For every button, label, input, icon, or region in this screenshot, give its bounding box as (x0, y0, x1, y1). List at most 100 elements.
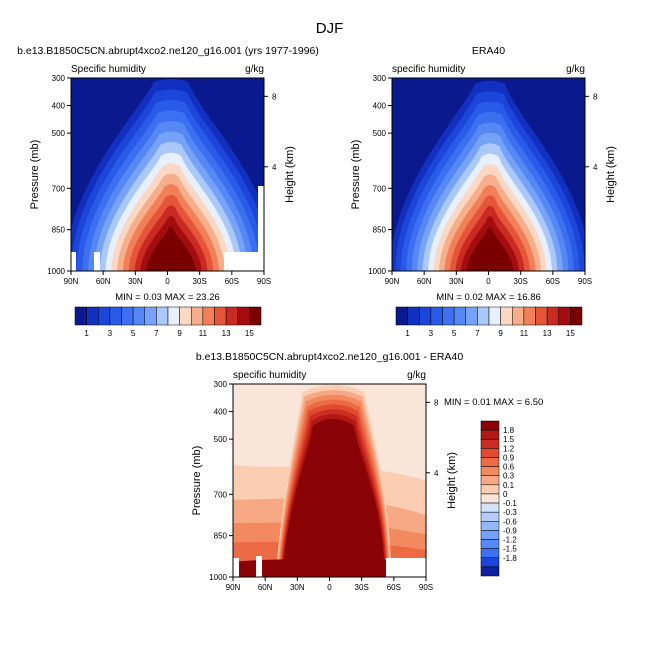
y-tick-label: 700 (52, 184, 66, 193)
missing-data-mask (233, 558, 239, 577)
colorbar-label: 7 (154, 329, 159, 338)
x-tick-label: 30N (128, 277, 143, 286)
contour-band (146, 226, 196, 271)
missing-data-mask (256, 556, 262, 577)
unit-label: g/kg (566, 64, 585, 75)
colorbar-box (480, 438, 500, 449)
panel-title: b.e13.B1850C5CN.abrupt4xco2.ne120_g16.00… (17, 45, 319, 57)
y2-tick-label: 8 (434, 398, 439, 407)
missing-data-masks (233, 556, 426, 577)
y-tick-label: 1000 (209, 573, 227, 582)
colorbar-box (546, 306, 559, 326)
colorbar-label: 1 (84, 329, 89, 338)
colorbar-label: -0.9 (503, 526, 517, 535)
colorbar-box (535, 306, 548, 326)
colorbar-box (480, 530, 500, 540)
colorbar-label: 0.9 (503, 453, 515, 462)
page-title: DJF (316, 20, 344, 37)
colorbar-label: -1.5 (503, 545, 517, 554)
y-tick-label: 1000 (368, 267, 386, 276)
colorbar-label: 9 (498, 329, 503, 338)
colorbar-box (453, 306, 466, 326)
colorbar-label: 13 (543, 329, 552, 338)
colorbar-label: -1.8 (503, 554, 517, 563)
x-tick-label: 60N (258, 583, 273, 592)
colorbar-label: 3 (429, 329, 434, 338)
min-max-label: MIN = 0.03 MAX = 23.26 (115, 292, 220, 303)
colorbar-box (480, 493, 500, 504)
colorbar-label: 0 (503, 490, 508, 499)
colorbar-box (480, 566, 500, 577)
colorbar-label: 1 (405, 329, 410, 338)
colorbar-box (121, 306, 134, 326)
missing-data-mask (71, 252, 76, 271)
colorbar-box (86, 306, 99, 326)
y2-tick-label: 4 (434, 469, 439, 478)
x-tick-label: 30N (449, 277, 464, 286)
unit-label: g/kg (245, 64, 264, 75)
colorbar-box (480, 466, 500, 476)
colorbar-box (558, 306, 571, 326)
contour-fills (71, 78, 264, 271)
colorbar-label: 5 (452, 329, 457, 338)
colorbar-box (570, 306, 583, 326)
colorbar-label: 0.1 (503, 481, 515, 490)
min-max-label: MIN = 0.02 MAX = 16.86 (436, 292, 541, 303)
colorbar-label: 5 (131, 329, 136, 338)
colorbar-box (480, 420, 500, 431)
y-tick-label: 300 (52, 74, 66, 83)
colorbar-box (98, 306, 111, 326)
colorbar-box (480, 429, 500, 440)
colorbar-label: -0.6 (503, 517, 517, 526)
panel-difference: b.e13.B1850C5CN.abrupt4xco2.ne120_g16.00… (191, 351, 543, 592)
contour-band (282, 418, 385, 577)
y2-tick-label: 4 (593, 163, 598, 172)
colorbar-box (237, 306, 250, 326)
x-tick-label: 30N (290, 583, 305, 592)
colorbar-label: -0.3 (503, 508, 517, 517)
colorbar-box (156, 306, 169, 326)
x-tick-label: 0 (486, 277, 491, 286)
x-tick-label: 30S (193, 277, 207, 286)
panel-model: b.e13.B1850C5CN.abrupt4xco2.ne120_g16.00… (17, 45, 319, 338)
colorbar-label: 13 (222, 329, 231, 338)
y-tick-label: 850 (373, 226, 387, 235)
colorbar-label: 0.6 (503, 463, 515, 472)
colorbar-box (480, 457, 500, 467)
colorbar-box (191, 306, 204, 326)
colorbar-label: -1.2 (503, 536, 517, 545)
x-tick-label: 90N (385, 277, 400, 286)
y-tick-label: 500 (52, 129, 66, 138)
contour-band (233, 558, 426, 577)
colorbar-box (465, 306, 478, 326)
x-tick-label: 60S (225, 277, 239, 286)
colorbar-label: 11 (199, 329, 208, 338)
x-tick-label: 30S (355, 583, 369, 592)
y2-tick-label: 8 (593, 92, 598, 101)
colorbar-box (523, 306, 536, 326)
x-tick-label: 90N (64, 277, 79, 286)
colorbar-box (395, 306, 408, 326)
colorbar-box (512, 306, 525, 326)
colorbar: 1 3 5 7 9 11 13 15 (395, 306, 583, 338)
panel-era40: ERA40 specific humidity g/kg 30040050070… (350, 45, 617, 338)
colorbar-box (442, 306, 455, 326)
colorbar-label: 11 (520, 329, 529, 338)
y2-tick-label: 4 (272, 163, 277, 172)
panel-title: b.e13.B1850C5CN.abrupt4xco2.ne120_g16.00… (196, 351, 464, 363)
x-tick-label: 60S (387, 583, 401, 592)
y-tick-label: 1000 (47, 267, 65, 276)
variable-label: specific humidity (392, 64, 465, 75)
colorbar: 1.81.51.20.90.60.30.10-0.1-0.3-0.6-0.9-1… (480, 420, 517, 577)
y-tick-label: 850 (52, 226, 66, 235)
variable-label: specific humidity (233, 370, 306, 381)
y2-tick-label: 8 (272, 92, 277, 101)
x-tick-label: 90N (226, 583, 241, 592)
y2-axis-title: Height (km) (446, 452, 458, 509)
colorbar-box (480, 475, 500, 486)
colorbar-box (430, 306, 443, 326)
colorbar-box (109, 306, 122, 326)
